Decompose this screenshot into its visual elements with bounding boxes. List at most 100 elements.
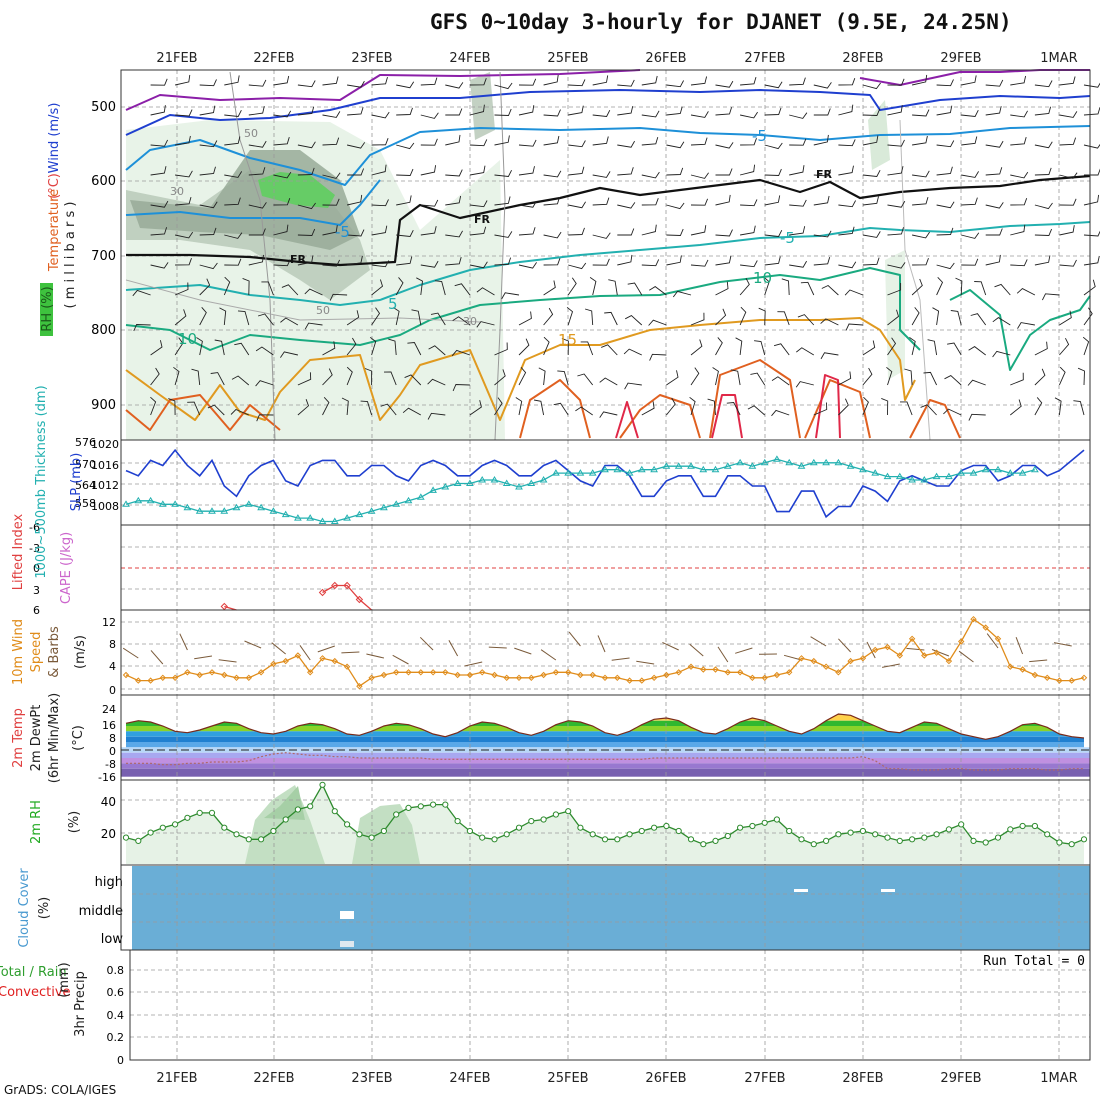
rh-point xyxy=(380,827,387,835)
wind-barb xyxy=(150,396,157,416)
wind-barb xyxy=(199,307,207,326)
cape-label: CAPE (J/kg) xyxy=(59,532,74,604)
wind-barb xyxy=(248,228,266,236)
wind10-line xyxy=(125,618,1085,688)
wind-barb xyxy=(1010,110,1028,118)
date-label: 28FEB xyxy=(842,51,883,66)
wind-barb xyxy=(518,200,537,208)
wind10-point xyxy=(663,671,670,679)
wind-barb xyxy=(214,339,225,356)
wind-barb xyxy=(740,225,756,236)
wind-barb xyxy=(838,139,856,147)
wind-barb xyxy=(224,109,242,117)
wind10-point xyxy=(1080,674,1088,682)
wind-barb xyxy=(1034,202,1053,210)
wind-barb xyxy=(961,75,977,86)
wind10-point xyxy=(245,674,253,682)
temp-band xyxy=(126,742,1084,748)
wind10-barb xyxy=(1029,659,1048,663)
wind10-point xyxy=(528,674,535,682)
thickness-point xyxy=(748,462,757,469)
wind10-barb xyxy=(179,633,188,651)
wind-barb xyxy=(445,108,463,116)
li-tick: 3 xyxy=(33,584,40,597)
wind-barb xyxy=(273,198,291,206)
wind10-point xyxy=(626,677,633,684)
wind-barb xyxy=(420,260,439,268)
wind-barb xyxy=(604,311,618,326)
rh2m-unit: (%) xyxy=(67,811,82,834)
thickness-tick: 558 xyxy=(75,497,96,510)
thickness-point xyxy=(367,507,376,514)
wind-barb xyxy=(224,75,240,86)
wind-barb xyxy=(936,166,953,176)
wind-barb xyxy=(690,137,708,146)
wind-barb xyxy=(543,280,556,296)
wind10-label-1: 10m Wind xyxy=(11,619,26,685)
wind-barb xyxy=(322,172,341,179)
temperature-label: Temperature xyxy=(47,189,62,272)
thickness-point xyxy=(195,507,204,514)
wind-barb xyxy=(813,256,831,266)
wind10-point xyxy=(835,669,842,676)
temp-contour xyxy=(615,401,639,439)
wind-barb xyxy=(599,377,618,386)
wind-barb xyxy=(985,140,1004,148)
wind-barb xyxy=(420,77,438,86)
thickness-point xyxy=(146,496,155,504)
wind10-barb xyxy=(514,647,532,655)
thickness-point xyxy=(773,455,781,462)
wind-barb xyxy=(764,229,783,237)
wind10-barb xyxy=(448,640,459,657)
wind-barb xyxy=(763,276,770,296)
wind-barb xyxy=(396,195,412,206)
wind-barb xyxy=(740,260,758,268)
temp-band xyxy=(126,731,1084,737)
wind-barb xyxy=(174,337,184,356)
wind-barb xyxy=(666,80,684,88)
cloud-patch xyxy=(794,889,808,892)
lifted-point xyxy=(343,581,351,590)
wind-barb xyxy=(862,108,881,116)
wind-barb xyxy=(175,196,192,206)
wind-barb xyxy=(434,280,446,296)
thickness-point xyxy=(380,503,388,511)
wind-barb xyxy=(1010,171,1029,179)
wind-barb xyxy=(371,307,381,326)
wind-barb xyxy=(577,373,594,386)
wind-barb xyxy=(789,138,807,146)
wind-barb xyxy=(393,307,400,326)
wind-barb xyxy=(568,262,587,270)
rh-contour xyxy=(229,71,276,441)
pr-tick: 0 xyxy=(117,1054,124,1067)
wind10-barb xyxy=(392,654,409,665)
thickness-point xyxy=(515,483,523,490)
wind10-barb xyxy=(810,636,827,647)
contour-label: FR xyxy=(290,253,307,266)
date-label: 22FEB xyxy=(253,1071,294,1086)
thickness-point xyxy=(527,479,536,486)
rh-point xyxy=(208,809,216,817)
thickness-point xyxy=(895,472,904,480)
rh-point xyxy=(872,831,879,838)
wind10-point xyxy=(159,674,167,682)
wind-barb xyxy=(1034,341,1048,356)
wind-barb xyxy=(592,75,609,86)
wind-barb xyxy=(985,167,1003,176)
rh-point xyxy=(147,829,154,836)
cloud-level-middle: middle xyxy=(79,904,123,919)
wind10-point xyxy=(208,669,216,676)
temp-contour xyxy=(125,69,641,111)
wind10-barb xyxy=(540,649,557,661)
contour-label: 5 xyxy=(388,295,398,313)
wind-barb xyxy=(649,286,667,296)
cloud-patch xyxy=(340,941,354,947)
wind-barb xyxy=(758,307,766,326)
wind10-point xyxy=(368,674,375,682)
rh-area-dark xyxy=(245,785,325,864)
wind-barb xyxy=(1034,106,1052,116)
wind-barb xyxy=(912,258,929,266)
wind-barb xyxy=(494,108,512,116)
precip-panel: 0.8 0.6 0.4 0.2 0 Run Total = 0 xyxy=(107,949,1091,1067)
thickness-point xyxy=(269,507,278,514)
